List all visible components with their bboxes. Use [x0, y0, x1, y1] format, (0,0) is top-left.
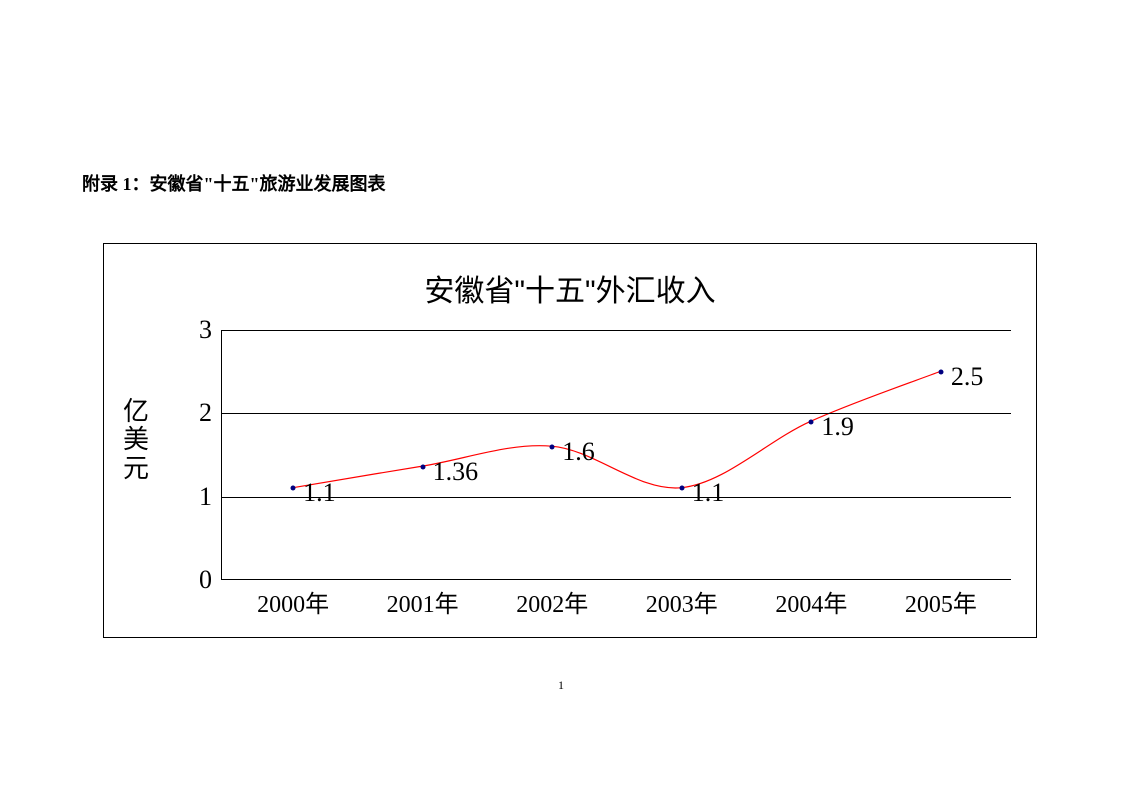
data-label: 1.1 — [692, 478, 725, 508]
x-tick-label: 2002年 — [516, 584, 588, 619]
document-heading: 附录 1：安徽省"十五"旅游业发展图表 — [82, 170, 386, 196]
y-axis-label: 亿美元 — [122, 398, 150, 484]
data-label: 1.6 — [562, 437, 595, 467]
data-label: 1.9 — [821, 412, 854, 442]
data-marker — [679, 486, 684, 491]
data-marker — [291, 486, 296, 491]
gridline — [222, 413, 1011, 414]
y-tick-label: 1 — [172, 482, 212, 512]
line-path — [222, 330, 1011, 579]
y-tick-label: 2 — [172, 398, 212, 428]
data-marker — [938, 369, 943, 374]
data-label: 1.36 — [433, 457, 479, 487]
y-tick-label: 3 — [172, 315, 212, 345]
x-tick-label: 2005年 — [905, 584, 977, 619]
gridline — [222, 497, 1011, 498]
data-label: 1.1 — [303, 478, 336, 508]
chart-frame: 安徽省"十五"外汇收入 亿美元 01232000年2001年2002年2003年… — [103, 243, 1037, 638]
page-number: 1 — [0, 678, 1122, 693]
plot-area: 01232000年2001年2002年2003年2004年2005年1.11.3… — [221, 330, 1011, 580]
y-tick-label: 0 — [172, 565, 212, 595]
data-marker — [809, 419, 814, 424]
data-label: 2.5 — [951, 362, 984, 392]
data-marker — [420, 464, 425, 469]
x-tick-label: 2003年 — [646, 584, 718, 619]
data-marker — [550, 444, 555, 449]
x-tick-label: 2000年 — [257, 584, 329, 619]
gridline — [222, 330, 1011, 331]
page: 附录 1：安徽省"十五"旅游业发展图表 安徽省"十五"外汇收入 亿美元 0123… — [0, 0, 1122, 793]
chart-title: 安徽省"十五"外汇收入 — [104, 266, 1036, 310]
x-tick-label: 2001年 — [387, 584, 459, 619]
x-tick-label: 2004年 — [775, 584, 847, 619]
